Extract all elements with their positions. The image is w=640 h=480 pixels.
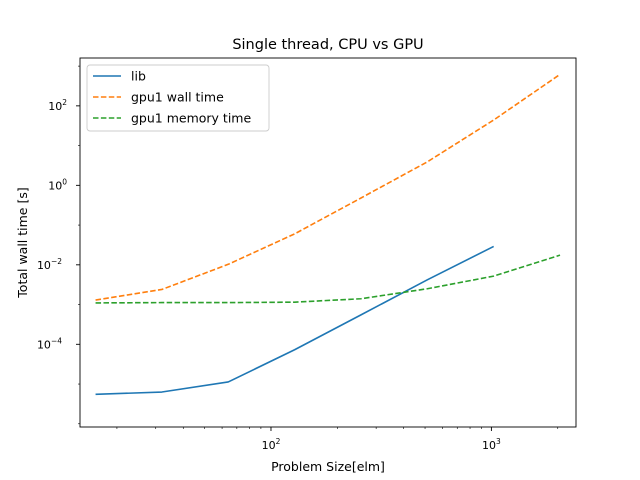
legend-label-3: gpu1 memory time	[131, 111, 251, 126]
legend-label-1: lib	[131, 69, 146, 84]
chart-title: Single thread, CPU vs GPU	[232, 37, 423, 53]
x-tick-exponent: 3	[496, 437, 501, 446]
series-line-1	[95, 245, 495, 396]
y-tick-exponent: 0	[62, 177, 67, 186]
series-line-2	[95, 73, 561, 301]
y-tick-exponent: 2	[62, 98, 67, 107]
plot-frame	[79, 57, 577, 428]
legend: lib gpu1 wall time gpu1 memory time	[86, 64, 270, 132]
x-axis-label: Problem Size[elm]	[271, 459, 385, 474]
x-tick-exponent: 2	[276, 437, 281, 446]
legend-label-2: gpu1 wall time	[131, 90, 224, 105]
y-tick-exponent: −4	[51, 336, 62, 345]
series-line-3	[95, 254, 561, 304]
y-tick-exponent: −2	[51, 257, 62, 266]
y-axis-label: Total wall time [s]	[15, 187, 30, 298]
legend-frame	[86, 64, 270, 132]
series-layer	[95, 73, 561, 396]
